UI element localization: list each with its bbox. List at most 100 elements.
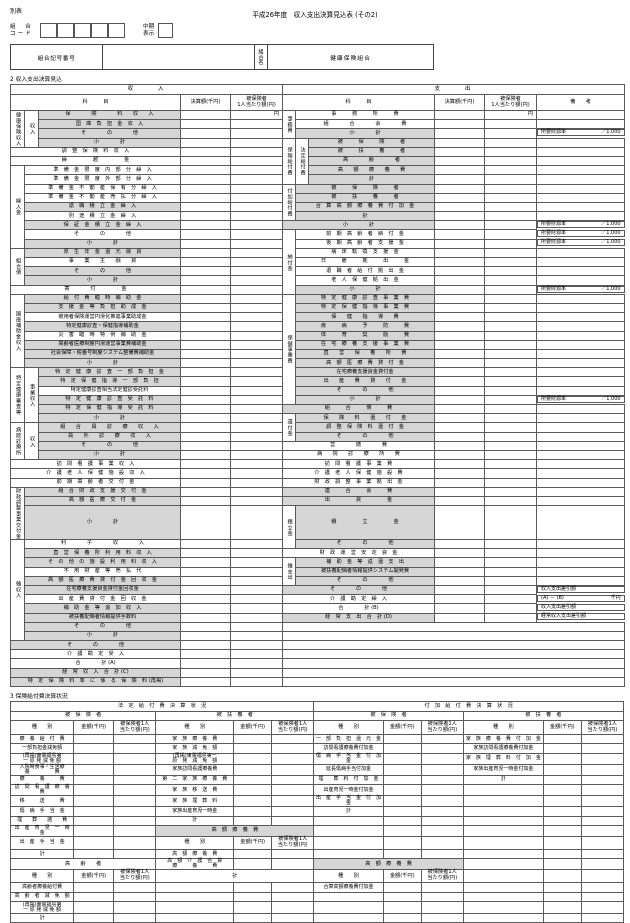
legal-dependent-amount[interactable] bbox=[233, 784, 273, 797]
income-amount-cell[interactable] bbox=[180, 403, 231, 415]
expense-per-insured-cell[interactable] bbox=[484, 312, 537, 323]
expense-per-insured-cell[interactable] bbox=[484, 468, 537, 479]
add-insured-per[interactable] bbox=[420, 848, 464, 860]
add-insured-amount[interactable] bbox=[382, 795, 422, 808]
expense-per-insured-cell[interactable] bbox=[484, 603, 537, 614]
add-insured-amount[interactable] bbox=[382, 835, 422, 850]
income-per-insured-cell[interactable] bbox=[230, 667, 283, 678]
income-per-insured-cell[interactable] bbox=[230, 640, 283, 651]
legal-insured-per[interactable] bbox=[113, 795, 157, 808]
expense-per-insured-cell[interactable] bbox=[484, 612, 537, 623]
income-per-insured-cell[interactable] bbox=[230, 229, 283, 240]
income-amount-cell[interactable] bbox=[180, 183, 231, 194]
income-amount-cell[interactable] bbox=[180, 640, 231, 651]
kourei-blank-2[interactable] bbox=[233, 913, 273, 923]
legal-dependent-per[interactable] bbox=[271, 743, 315, 754]
expense-per-insured-cell[interactable] bbox=[484, 477, 537, 488]
income-amount-cell[interactable] bbox=[180, 293, 231, 304]
kourei-amount[interactable] bbox=[73, 891, 115, 903]
expense-amount-cell[interactable] bbox=[434, 548, 485, 559]
income-per-insured-cell[interactable] bbox=[230, 413, 283, 424]
income-amount-cell[interactable] bbox=[180, 630, 231, 642]
add-dependent-amount[interactable] bbox=[542, 733, 582, 745]
expense-per-insured-cell[interactable] bbox=[484, 339, 537, 350]
income-amount-cell[interactable] bbox=[180, 548, 231, 559]
expense-amount-cell[interactable] bbox=[434, 486, 485, 497]
legal-dependent-amount[interactable] bbox=[233, 743, 273, 754]
income-per-insured-cell[interactable] bbox=[230, 247, 283, 259]
income-amount-cell[interactable] bbox=[180, 621, 231, 632]
expense-per-insured-cell[interactable]: 円 bbox=[484, 109, 537, 121]
add-insured-per[interactable] bbox=[420, 795, 464, 808]
legal-dependent-per[interactable] bbox=[271, 815, 315, 826]
code-cell-2[interactable] bbox=[74, 23, 91, 38]
expense-amount-cell[interactable] bbox=[434, 238, 485, 249]
income-amount-cell[interactable] bbox=[180, 358, 231, 369]
add-dependent-per[interactable] bbox=[580, 752, 625, 765]
expense-amount-cell[interactable] bbox=[434, 229, 485, 240]
add-insured-amount[interactable] bbox=[382, 815, 422, 826]
income-per-insured-cell[interactable] bbox=[230, 146, 283, 157]
income-per-insured-cell[interactable] bbox=[230, 566, 283, 577]
income-amount-cell[interactable] bbox=[180, 238, 231, 249]
income-amount-cell[interactable] bbox=[180, 603, 231, 614]
expense-per-insured-cell[interactable] bbox=[484, 321, 537, 332]
expense-per-insured-cell[interactable] bbox=[484, 183, 537, 194]
income-per-insured-cell[interactable] bbox=[230, 256, 283, 268]
income-per-insured-cell[interactable] bbox=[230, 165, 283, 176]
add-dependent-per[interactable] bbox=[580, 806, 625, 817]
add-dependent-per[interactable] bbox=[580, 743, 625, 754]
add-insured-amount[interactable] bbox=[382, 743, 422, 754]
legal-insured-per[interactable] bbox=[113, 774, 157, 786]
legal-dependent-per[interactable] bbox=[271, 733, 315, 745]
income-per-insured-cell[interactable]: 円 bbox=[230, 109, 283, 121]
expense-amount-cell[interactable] bbox=[434, 220, 485, 231]
income-per-insured-cell[interactable] bbox=[230, 575, 283, 586]
kourei-per[interactable] bbox=[113, 913, 157, 923]
expense-amount-cell[interactable] bbox=[434, 183, 485, 194]
add-kougaku-blank-2[interactable] bbox=[542, 891, 582, 903]
kourei-blank-3[interactable] bbox=[271, 882, 315, 893]
income-per-insured-cell[interactable] bbox=[230, 367, 283, 378]
add-dependent-per[interactable] bbox=[580, 733, 625, 745]
add-insured-amount[interactable] bbox=[382, 784, 422, 797]
income-per-insured-cell[interactable] bbox=[230, 649, 283, 660]
income-per-insured-cell[interactable] bbox=[230, 302, 283, 314]
add-dependent-amount[interactable] bbox=[542, 752, 582, 765]
legal-insured-per[interactable] bbox=[113, 763, 157, 776]
expense-per-insured-cell[interactable] bbox=[484, 538, 537, 550]
add-insured-per[interactable] bbox=[420, 784, 464, 797]
legal-dependent-amount[interactable] bbox=[233, 763, 273, 776]
legal-insured-amount[interactable] bbox=[73, 763, 115, 776]
expense-per-insured-cell[interactable] bbox=[484, 459, 537, 470]
expense-per-insured-cell[interactable] bbox=[484, 238, 537, 249]
income-per-insured-cell[interactable] bbox=[230, 211, 283, 222]
legal-insured-amount[interactable] bbox=[73, 848, 115, 860]
expense-per-insured-cell[interactable] bbox=[484, 247, 537, 259]
add-dependent-per[interactable] bbox=[580, 784, 625, 797]
org-number-input[interactable] bbox=[103, 45, 255, 69]
income-per-insured-cell[interactable] bbox=[230, 431, 283, 442]
income-per-insured-cell[interactable] bbox=[230, 192, 283, 203]
add-kougaku-per[interactable] bbox=[420, 882, 464, 893]
add-dependent-amount[interactable] bbox=[542, 795, 582, 808]
expense-per-insured-cell[interactable] bbox=[484, 584, 537, 596]
expense-amount-cell[interactable] bbox=[434, 174, 485, 185]
add-insured-amount[interactable] bbox=[382, 733, 422, 745]
expense-per-insured-cell[interactable] bbox=[484, 128, 537, 139]
income-amount-cell[interactable] bbox=[180, 649, 231, 660]
income-per-insured-cell[interactable] bbox=[230, 174, 283, 185]
add-dependent-amount[interactable] bbox=[542, 774, 582, 786]
expense-per-insured-cell[interactable] bbox=[484, 330, 537, 341]
add-dependent-amount[interactable] bbox=[542, 763, 582, 776]
expense-per-insured-cell[interactable] bbox=[484, 275, 537, 286]
kourei-blank-2[interactable] bbox=[233, 891, 273, 903]
income-per-insured-cell[interactable] bbox=[230, 293, 283, 304]
add-dependent-blank[interactable] bbox=[462, 858, 544, 871]
expense-amount-cell[interactable] bbox=[434, 566, 485, 577]
income-amount-cell[interactable] bbox=[180, 109, 231, 121]
expense-amount-cell[interactable] bbox=[434, 440, 485, 451]
income-amount-cell[interactable] bbox=[180, 211, 231, 222]
expense-amount-cell[interactable] bbox=[434, 575, 485, 586]
add-dependent-per[interactable] bbox=[580, 848, 625, 860]
